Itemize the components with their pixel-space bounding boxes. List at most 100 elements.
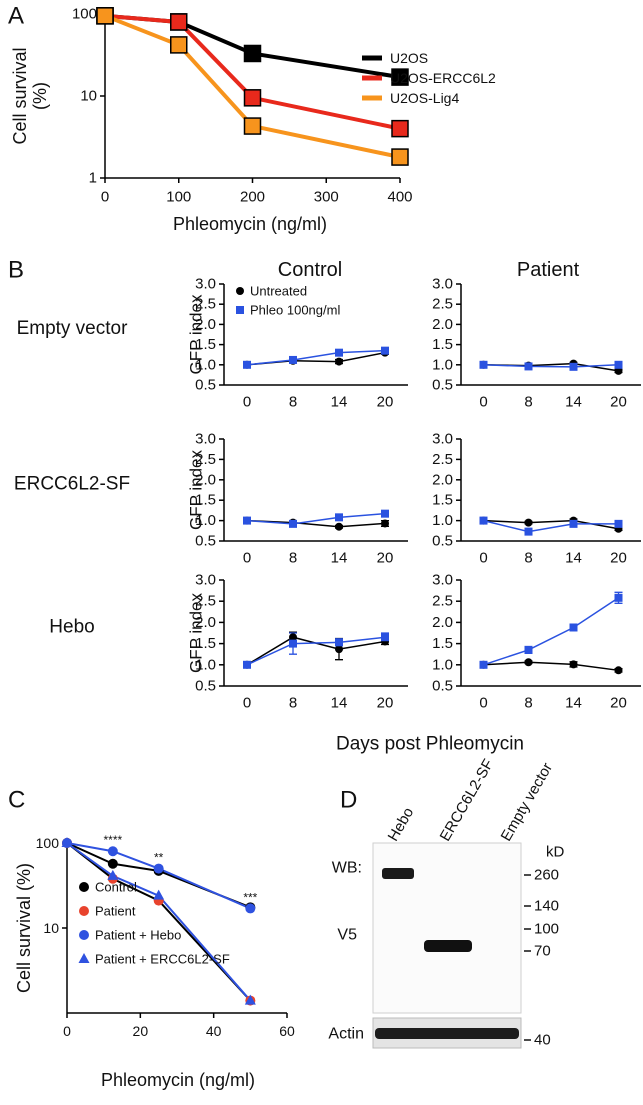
marker (289, 520, 297, 528)
y-tick-label: 0.5 (432, 377, 453, 394)
y-axis-title: (%) (30, 82, 50, 110)
y-tick-label: 3.0 (432, 572, 453, 589)
marker (97, 8, 113, 24)
y-tick-label: 3.0 (432, 276, 453, 293)
marker (243, 661, 251, 669)
x-tick-label: 14 (565, 550, 582, 567)
y-tick-label: 2.0 (432, 614, 453, 631)
marker-label: 40 (534, 1032, 551, 1049)
y-axis-title: Cell survival (%) (14, 863, 34, 993)
x-tick-label: 14 (331, 394, 348, 411)
legend-label: Untreated (250, 284, 307, 299)
legend-label: Patient + Hebo (95, 928, 181, 943)
x-tick-label: 0 (101, 189, 109, 206)
legend-swatch (79, 930, 89, 940)
y-tick-label: 0.5 (432, 533, 453, 550)
y-tick-label: 2.5 (432, 296, 453, 313)
series-line (247, 514, 385, 524)
marker (335, 349, 343, 357)
x-tick-label: 0 (63, 1023, 71, 1039)
marker (615, 594, 623, 602)
lane-label: ERCC6L2-SF (437, 756, 498, 844)
y-tick-label: 0.5 (195, 678, 216, 695)
marker-label: 70 (534, 943, 551, 960)
x-tick-label: 14 (331, 695, 348, 712)
x-tick-label: 20 (133, 1023, 149, 1039)
marker (525, 646, 533, 654)
panel-label: D (340, 787, 357, 814)
x-tick-label: 0 (243, 695, 251, 712)
x-tick-label: 8 (289, 550, 297, 567)
y-tick-label: 2.0 (432, 471, 453, 488)
series-line (484, 598, 619, 665)
marker (615, 361, 623, 369)
x-tick-label: 20 (377, 394, 394, 411)
blot-band (375, 1028, 519, 1039)
marker (615, 666, 623, 674)
y-tick-label: 0.5 (432, 678, 453, 695)
series-line (247, 351, 385, 365)
y-tick-label: 0.5 (195, 377, 216, 394)
y-tick-label: 3.0 (195, 431, 216, 448)
legend-swatch (79, 953, 90, 963)
y-tick-label: 1 (89, 170, 97, 187)
page: {"chart_data": [ {"type": "line", "label… (0, 0, 643, 1105)
marker (245, 118, 261, 134)
unit-label: kD (546, 844, 565, 861)
series-line (247, 637, 385, 665)
y-tick-label: 1.0 (432, 356, 453, 373)
marker (108, 859, 118, 869)
marker (108, 846, 118, 856)
blot-band (382, 868, 414, 879)
marker (171, 14, 187, 30)
marker (335, 358, 343, 366)
x-tick-label: 0 (479, 394, 487, 411)
marker (381, 510, 389, 518)
marker (570, 363, 578, 371)
x-tick-label: 8 (289, 394, 297, 411)
marker (570, 520, 578, 528)
marker (245, 903, 255, 913)
x-tick-label: 60 (279, 1023, 295, 1039)
y-tick-label: 0.5 (195, 533, 216, 550)
y-tick-label: 3.0 (195, 572, 216, 589)
figure: D Hebo ERCC6L2-SF Empty vector WB: V5 Ac… (0, 0, 643, 1105)
marker (570, 623, 578, 631)
marker (525, 528, 533, 536)
legend-label: Phleo 100ng/ml (250, 303, 340, 318)
marker-label: 100 (534, 921, 559, 938)
chart-title: Control (278, 259, 342, 281)
probe-label: V5 (337, 927, 357, 944)
probe-label: WB: (332, 860, 362, 877)
x-axis-title: Days post Phleomycin (336, 734, 524, 755)
marker (245, 45, 261, 61)
x-tick-label: 300 (314, 189, 339, 206)
y-tick-label: 100 (36, 835, 60, 851)
significance-label: **** (103, 833, 122, 847)
x-tick-label: 0 (479, 695, 487, 712)
lane-label: Empty vector (498, 760, 556, 844)
marker (392, 121, 408, 137)
x-tick-label: 0 (243, 550, 251, 567)
marker (381, 633, 389, 641)
y-tick-label: 100 (72, 6, 97, 23)
y-tick-label: 2.5 (432, 451, 453, 468)
x-tick-label: 14 (565, 695, 582, 712)
y-tick-label: 10 (80, 88, 97, 105)
marker (570, 660, 578, 668)
significance-label: *** (243, 890, 257, 904)
y-axis-title: GFP index (187, 450, 206, 531)
legend-swatch (79, 906, 89, 916)
legend-label: U2OS-ERCC6L2 (390, 70, 496, 86)
probe-label: Actin (328, 1026, 364, 1043)
legend-label: U2OS (390, 50, 428, 66)
y-tick-label: 10 (43, 920, 59, 936)
marker (335, 523, 343, 531)
marker (480, 661, 488, 669)
y-tick-label: 2.0 (432, 316, 453, 333)
marker (243, 361, 251, 369)
marker (525, 362, 533, 370)
x-tick-label: 0 (479, 550, 487, 567)
marker (289, 640, 297, 648)
x-tick-label: 20 (610, 550, 627, 567)
